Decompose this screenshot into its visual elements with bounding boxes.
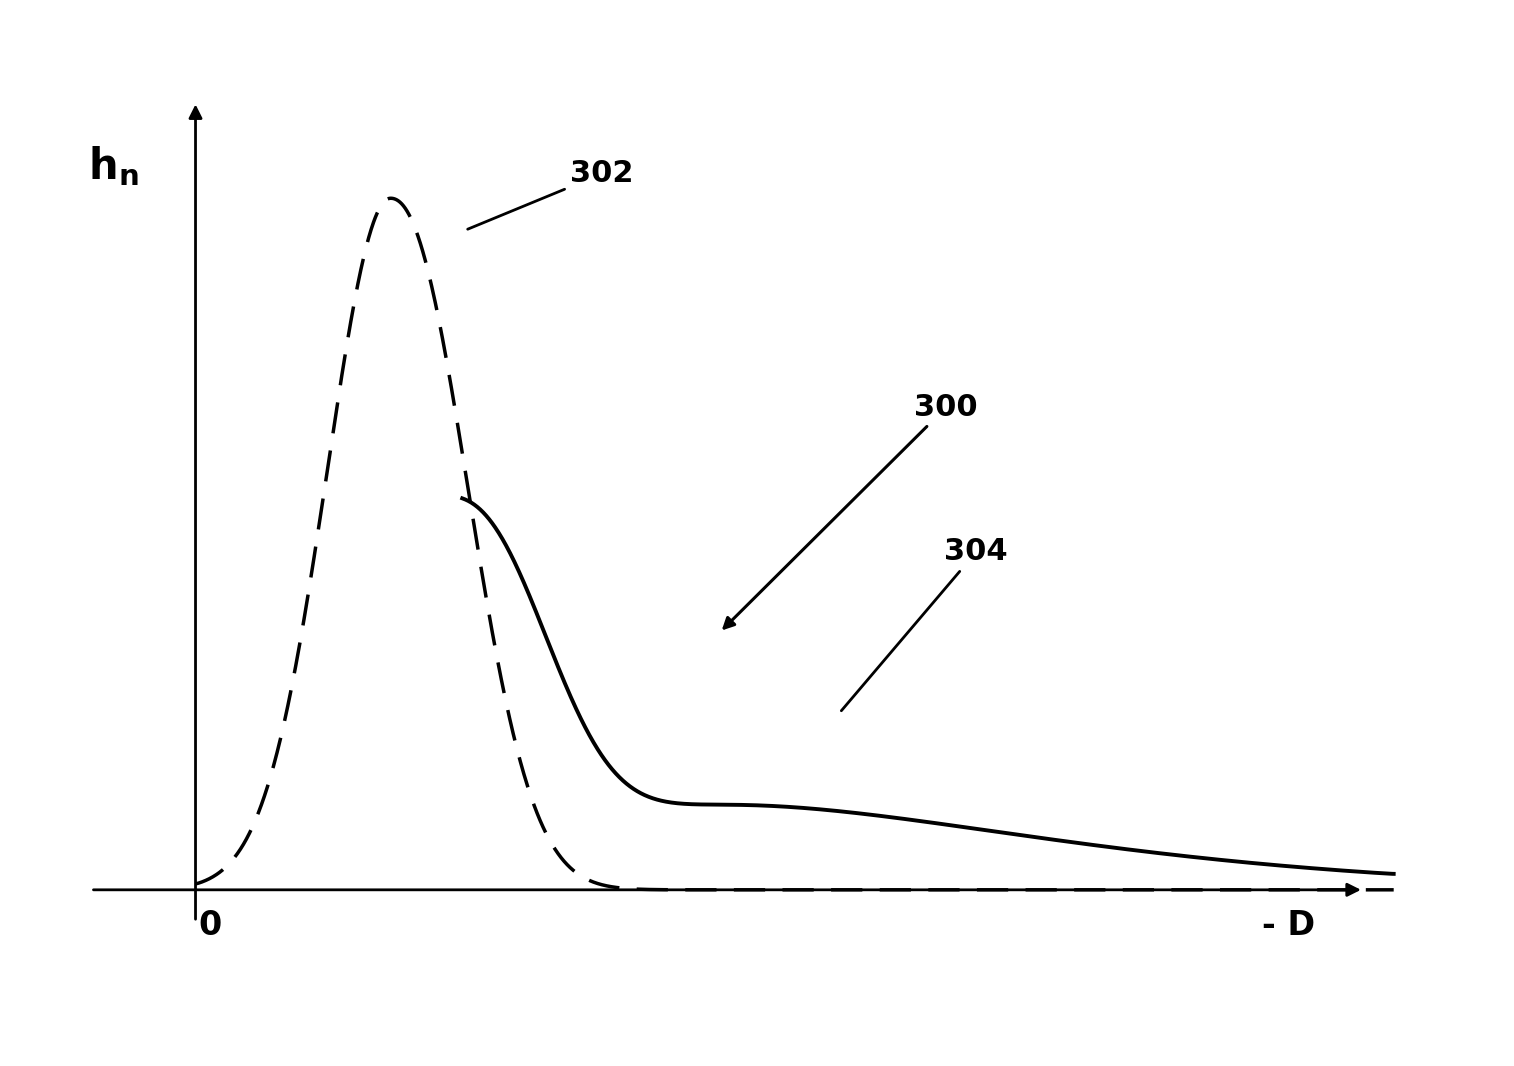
Text: 300: 300 [724, 392, 978, 628]
Text: 0: 0 [198, 908, 223, 941]
Text: - D: - D [1263, 908, 1316, 941]
Text: 304: 304 [842, 537, 1008, 711]
Text: 302: 302 [468, 160, 633, 229]
Text: $\mathbf{h_n}$: $\mathbf{h_n}$ [88, 144, 138, 188]
